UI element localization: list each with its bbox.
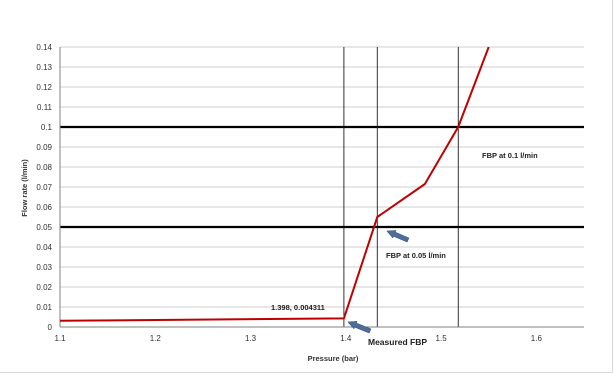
y-tick-label: 0.13	[36, 63, 52, 72]
axes	[59, 47, 584, 328]
y-tick-label: 0.03	[36, 263, 52, 272]
y-tick-label: 0.02	[36, 283, 52, 292]
y-tick-label: 0.06	[36, 203, 52, 212]
x-tick-label: 1.6	[531, 334, 543, 343]
y-tick-label: 0.12	[36, 83, 52, 92]
annotation-arrows	[347, 230, 410, 334]
series-line	[60, 47, 490, 322]
series-layer	[60, 47, 490, 322]
x-tick-label: 1.1	[54, 334, 66, 343]
y-tick-label: 0.05	[36, 223, 52, 232]
fbp-01-label: FBP at 0.1 l/min	[482, 151, 538, 160]
grid-lines	[60, 46, 584, 308]
x-axis-title: Pressure (bar)	[308, 354, 359, 363]
y-tick-label: 0.07	[36, 183, 52, 192]
x-tick-label: 1.3	[245, 334, 257, 343]
x-tick-labels: 1.1 1.2 1.3 1.4 1.5 1.6	[54, 334, 542, 343]
point-label: 1.398, 0.004311	[271, 303, 325, 312]
y-tick-label: 0.14	[36, 43, 52, 52]
y-tick-label: 0.09	[36, 143, 52, 152]
threshold-lines	[60, 125, 584, 229]
measured-fbp-label: Measured FBP	[368, 337, 427, 347]
x-tick-label: 1.2	[150, 334, 162, 343]
y-tick-label: 0.04	[36, 243, 52, 252]
vertical-marker-lines	[343, 47, 459, 327]
y-tick-label: 0.11	[37, 103, 53, 112]
arrow-measured-fbp	[347, 320, 372, 334]
x-tick-label: 1.4	[340, 334, 352, 343]
y-axis-title: Flow rate (l/min)	[20, 159, 29, 217]
x-tick-label: 1.5	[436, 334, 448, 343]
y-tick-label: 0.1	[41, 123, 53, 132]
y-tick-label: 0	[48, 323, 53, 332]
y-tick-labels: 0 0.01 0.02 0.03 0.04 0.05 0.06 0.07 0.08 0.09 0.1…	[36, 43, 52, 332]
arrow-fbp-005	[386, 230, 410, 243]
fbp-005-label: FBP at 0.05 l/min	[386, 251, 446, 260]
y-tick-label: 0.08	[36, 163, 52, 172]
y-tick-label: 0.01	[36, 303, 52, 312]
